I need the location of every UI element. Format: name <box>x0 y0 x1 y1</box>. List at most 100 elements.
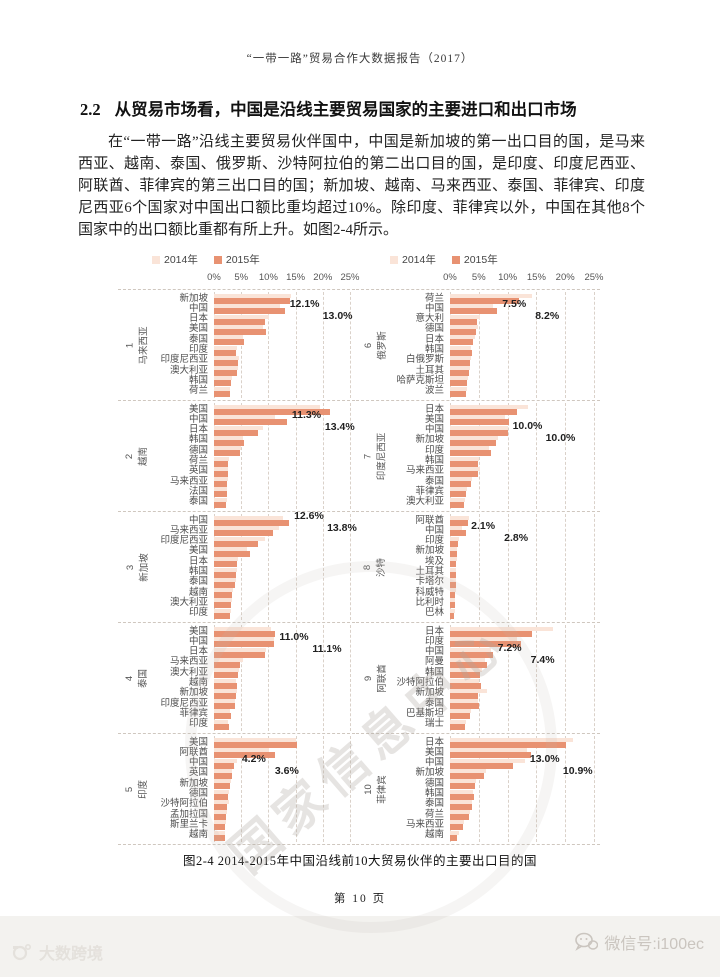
bar-2015 <box>450 682 481 689</box>
bar-2014 <box>214 719 228 724</box>
bar-2015 <box>214 651 266 658</box>
bar-2015 <box>450 491 466 498</box>
bar-2014 <box>214 588 234 593</box>
dashu-logo-text: 大数跨境 <box>39 946 104 963</box>
gridline <box>536 736 538 842</box>
group-index: 4 <box>124 675 136 681</box>
bar-2015 <box>450 762 513 769</box>
bar-2014 <box>214 376 232 381</box>
axis-tick: 0% <box>443 272 457 283</box>
group-index: 7 <box>362 453 374 459</box>
category-label: 马来西亚 <box>169 475 208 487</box>
bar-2015 <box>214 762 234 769</box>
category-label: 泰国 <box>424 697 444 709</box>
category-label: 泰国 <box>424 475 444 487</box>
chart-group-9: 9 阿联酋 日本 印度 中国 阿曼 韩国 沙特阿拉伯 新加坡 泰国 巴基斯坦 瑞士 7.2% 7.4% <box>356 622 600 733</box>
gridline <box>322 625 324 731</box>
bar-2015 <box>214 328 266 335</box>
category-label: 美国 <box>188 736 208 748</box>
bar-2014 <box>450 668 482 673</box>
chart-group-6: 6 俄罗斯 荷兰 中国 意大利 德国 日本 韩国 白俄罗斯 土耳其 哈萨克斯坦 波兰 7.5% 8.2% <box>356 289 600 400</box>
bar-2014 <box>214 577 236 582</box>
bar-2014 <box>214 335 244 340</box>
bar-2014 <box>214 487 228 492</box>
category-label: 美国 <box>188 323 208 335</box>
category-label: 中国 <box>188 757 208 769</box>
bar-2014 <box>214 456 229 461</box>
category-label: 阿联酋 <box>415 514 444 526</box>
category-label: 印度 <box>424 444 444 456</box>
bar-2014 <box>214 647 267 652</box>
bar-2015 <box>214 581 236 588</box>
gridline <box>268 292 270 398</box>
chart-group-10: 10 菲律宾 日本 美国 中国 新加坡 德国 韩国 泰国 荷兰 马来西亚 越南 13.0% 10.9% <box>356 733 600 845</box>
section-title: 从贸易市场看，中国是沿线主要贸易国家的主要进口和出口市场 <box>114 100 577 119</box>
category-label: 比利时 <box>415 596 444 608</box>
bar-2015 <box>214 530 273 537</box>
gridline <box>507 625 509 731</box>
category-label: 日本 <box>188 424 208 436</box>
bar-2014 <box>450 446 490 451</box>
data-label-2014: 12.1% <box>289 298 320 311</box>
bar-2014 <box>450 768 486 773</box>
data-label-2015: 13.4% <box>324 421 355 434</box>
bar-2014 <box>450 324 479 329</box>
bar-2014 <box>450 567 457 572</box>
bar-2015 <box>214 752 276 759</box>
legend-label-2014: 2014年 <box>164 254 198 266</box>
bar-2014 <box>450 487 467 492</box>
axis-tick: 10% <box>258 272 278 283</box>
bar-2014 <box>214 810 227 815</box>
wechat-icon <box>575 932 599 951</box>
category-label: 孟加拉国 <box>169 808 208 820</box>
gridline <box>536 625 538 731</box>
chart-column-right: 2014年 2015年 0% 5% 10% 15% 20% 25% 6 俄罗斯 荷兰 中国 意大利… <box>356 246 604 845</box>
legend-swatch-2014-icon <box>152 255 160 264</box>
category-label: 荷兰 <box>424 808 444 820</box>
bar-2015 <box>214 772 232 779</box>
bar-2015 <box>214 612 230 619</box>
category-label: 新加坡 <box>179 292 208 304</box>
bar-2014 <box>214 546 248 551</box>
gridline <box>241 403 243 509</box>
gridline <box>295 514 297 620</box>
bar-2015 <box>450 713 471 720</box>
category-label: 韩国 <box>424 455 444 466</box>
bar-2015 <box>450 824 463 831</box>
group-index: 1 <box>124 342 136 348</box>
bar-2015 <box>450 359 470 366</box>
bar-2014 <box>214 477 228 482</box>
bar-2014 <box>450 588 456 593</box>
bar-2014 <box>450 719 467 724</box>
bar-2015 <box>214 540 259 547</box>
bar-2014 <box>214 608 231 613</box>
page-number: 第 10 页 <box>333 893 387 905</box>
category-label: 德国 <box>188 444 208 456</box>
bar-2015 <box>214 359 238 366</box>
category-label: 泰国 <box>188 496 208 508</box>
wechat-id-text: 微信号:i100ec <box>604 936 704 953</box>
legend-swatch-2015-icon <box>451 255 460 264</box>
axis-tick: 25% <box>584 272 604 283</box>
gridline <box>565 736 567 842</box>
bar-2014 <box>214 709 231 714</box>
category-label: 法国 <box>188 485 208 497</box>
gridline <box>507 514 509 620</box>
gridline <box>295 403 297 509</box>
bar-2014 <box>450 830 459 835</box>
bar-2014 <box>214 557 238 562</box>
bar-2015 <box>214 501 226 508</box>
bar-2015 <box>214 439 244 446</box>
axis-tick: 20% <box>313 272 333 283</box>
axis-tick: 5% <box>471 272 486 283</box>
legend-swatch-2015-icon <box>213 255 222 264</box>
gridline <box>350 292 351 398</box>
bar-2014 <box>450 366 471 371</box>
bar-2014 <box>214 304 280 309</box>
bar-2014 <box>214 699 236 704</box>
chart-group-5: 5 印度 美国 阿联酋 中国 英国 新加坡 德国 沙特阿拉伯 孟加拉国 斯里兰卡 越南 4.2% 3.6% <box>118 733 355 845</box>
bar-2015 <box>214 318 266 325</box>
category-label: 越南 <box>188 829 208 841</box>
gridline <box>594 403 595 509</box>
category-label: 哈萨克斯坦 <box>396 374 444 386</box>
